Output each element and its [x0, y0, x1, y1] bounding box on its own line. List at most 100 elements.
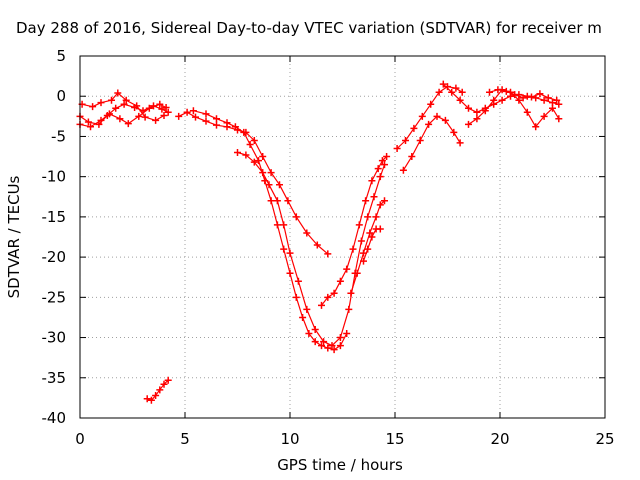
series-track-11 [393, 83, 466, 153]
data-point [452, 84, 460, 92]
y-tick-label: -40 [42, 409, 67, 427]
data-point [305, 330, 313, 338]
data-point [439, 80, 447, 88]
x-tick-label: 0 [75, 430, 85, 448]
data-point [381, 197, 388, 205]
data-point [490, 96, 498, 104]
data-point [372, 213, 380, 221]
data-point [143, 395, 151, 403]
data-point [330, 346, 338, 354]
data-point [318, 301, 325, 309]
series-line [236, 151, 386, 347]
y-tick-label: -35 [42, 369, 67, 387]
data-point [345, 305, 353, 313]
series-line [79, 103, 167, 128]
data-point [265, 181, 273, 189]
x-tick-label: 25 [595, 430, 614, 448]
data-point [528, 93, 535, 101]
data-point [189, 107, 197, 115]
data-point [202, 117, 210, 125]
series-track-6 [234, 149, 388, 350]
data-point [536, 90, 544, 98]
data-point [523, 108, 531, 116]
data-point [408, 153, 416, 161]
data-point [435, 88, 443, 96]
data-point [259, 153, 267, 161]
data-point [368, 177, 376, 185]
data-point [515, 96, 523, 104]
data-point [540, 112, 548, 120]
data-point [376, 201, 384, 209]
data-point [147, 396, 155, 404]
x-tick-label: 15 [385, 430, 404, 448]
x-ticks: 0 5 10 15 20 25 [75, 56, 615, 448]
x-tick-label: 10 [280, 430, 299, 448]
data-point [284, 197, 292, 205]
y-axis-label: SDTVAR / TECUs [5, 175, 23, 298]
data-point [347, 289, 355, 297]
series-track-10 [143, 376, 172, 404]
data-point [523, 92, 531, 100]
series-line [402, 115, 461, 171]
data-point [519, 94, 527, 102]
data-point [320, 338, 328, 346]
data-point [294, 277, 302, 285]
data-point [164, 108, 172, 116]
data-point [473, 108, 481, 116]
data-point [399, 166, 407, 174]
x-tick-label: 5 [180, 430, 190, 448]
data-point [112, 104, 120, 112]
data-point [376, 173, 384, 181]
data-point [273, 221, 281, 229]
data-point [286, 249, 294, 257]
data-point [276, 181, 283, 189]
data-point [311, 338, 319, 346]
data-point [410, 124, 418, 132]
series-track-5 [189, 107, 351, 354]
series-line [192, 110, 348, 351]
grid [80, 56, 605, 418]
data-point [532, 123, 540, 131]
data-point [441, 116, 449, 124]
y-tick-label: -10 [42, 168, 67, 186]
data-point [355, 221, 363, 229]
data-point [393, 145, 401, 153]
data-point [402, 136, 409, 144]
y-tick-label: -25 [42, 288, 67, 306]
data-point [213, 115, 220, 123]
data-point [364, 245, 372, 253]
series-line [81, 92, 165, 122]
data-point [511, 91, 519, 99]
series-track-13 [439, 80, 563, 116]
data-point [418, 112, 426, 120]
data-point [366, 229, 374, 237]
data-point [145, 104, 153, 112]
data-point [280, 245, 288, 253]
data-point [433, 112, 441, 120]
data-point [303, 229, 311, 237]
data-point [97, 116, 105, 124]
data-point [456, 96, 464, 104]
data-point [324, 293, 332, 301]
data-point [540, 96, 548, 104]
y-tick-label: 0 [56, 87, 66, 105]
data-point [330, 289, 338, 297]
data-point [292, 213, 300, 221]
data-point [360, 257, 367, 265]
data-point [498, 96, 506, 104]
data-point [376, 225, 384, 233]
data-point [448, 88, 456, 96]
data-point [223, 119, 231, 127]
data-point [152, 116, 160, 124]
data-point [465, 120, 472, 128]
data-point [114, 89, 122, 97]
data-point [494, 86, 502, 94]
data-point [87, 123, 94, 131]
data-point [156, 100, 164, 108]
data-point [456, 139, 464, 147]
chart-title: Day 288 of 2016, Sidereal Day-to-day VTE… [16, 19, 602, 37]
data-point [416, 136, 424, 144]
y-tick-label: -20 [42, 248, 67, 266]
data-point [108, 96, 115, 104]
